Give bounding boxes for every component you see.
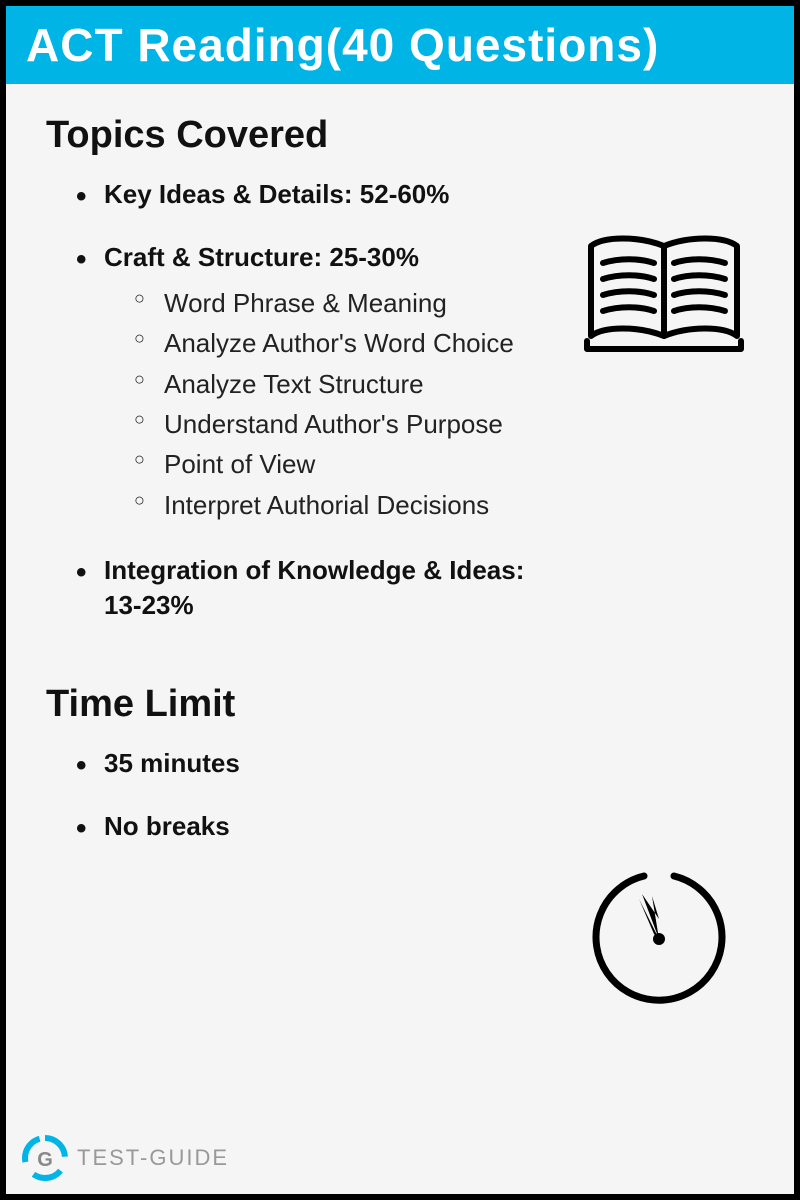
topic-subitem: Analyze Author's Word Choice — [134, 323, 556, 363]
topic-subitem: Point of View — [134, 444, 556, 484]
timelimit-label: 35 minutes — [104, 748, 240, 778]
timelimit-heading: Time Limit — [46, 683, 754, 726]
topic-sublist: Word Phrase & Meaning Analyze Author's W… — [104, 283, 556, 525]
logo-icon: G — [21, 1134, 69, 1182]
topic-label: Key Ideas & Details: 52-60% — [104, 179, 449, 209]
book-icon — [579, 231, 749, 366]
svg-text:G: G — [37, 1149, 53, 1171]
footer-logo: G TEST-GUIDE — [21, 1134, 229, 1182]
topic-subitem: Interpret Authorial Decisions — [134, 485, 556, 525]
header-title: ACT Reading(40 Questions) — [26, 19, 659, 71]
timelimit-item: No breaks — [76, 809, 556, 844]
content-area: Topics Covered Key Ideas & Details: 52-6… — [6, 84, 794, 892]
header-bar: ACT Reading(40 Questions) — [6, 6, 794, 84]
topic-item: Key Ideas & Details: 52-60% — [76, 177, 556, 212]
topic-item: Integration of Knowledge & Ideas: 13-23% — [76, 553, 556, 623]
topic-subitem: Analyze Text Structure — [134, 364, 556, 404]
topic-label: Craft & Structure: 25-30% — [104, 242, 419, 272]
footer-brand: TEST-GUIDE — [77, 1145, 229, 1171]
timelimit-list: 35 minutes No breaks — [46, 746, 754, 844]
timer-icon — [584, 864, 734, 1019]
timelimit-section: Time Limit 35 minutes No breaks — [46, 683, 754, 844]
infographic-container: ACT Reading(40 Questions) Topics Covered… — [0, 0, 800, 1200]
topics-section: Topics Covered Key Ideas & Details: 52-6… — [46, 114, 754, 623]
topic-subitem: Word Phrase & Meaning — [134, 283, 556, 323]
topic-label: Integration of Knowledge & Ideas: 13-23% — [104, 555, 524, 620]
topic-subitem: Understand Author's Purpose — [134, 404, 556, 444]
timelimit-item: 35 minutes — [76, 746, 556, 781]
topics-heading: Topics Covered — [46, 114, 754, 157]
timelimit-label: No breaks — [104, 811, 230, 841]
topic-item: Craft & Structure: 25-30% Word Phrase & … — [76, 240, 556, 525]
